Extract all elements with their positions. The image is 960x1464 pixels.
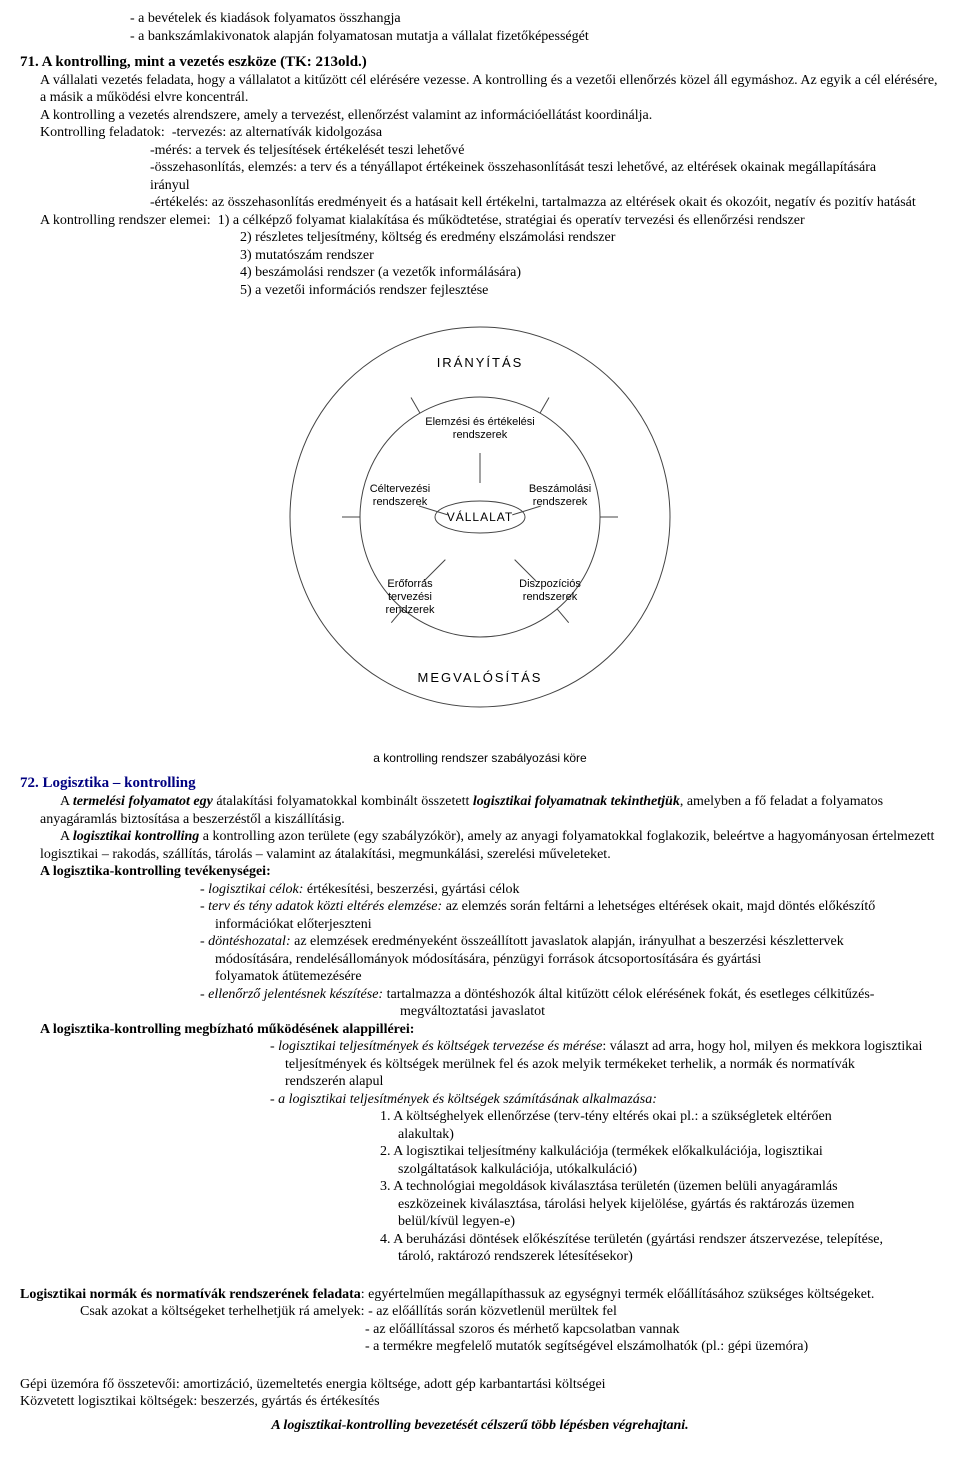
tev3b: az elemzések eredményeként összeállított… <box>291 934 844 949</box>
norm-sub-row: Csak azokat a költségeket terhelhetjük r… <box>20 1303 940 1321</box>
num1a: 1. A költséghelyek ellenőrzése (terv-tén… <box>20 1108 940 1126</box>
kf3b: irányul <box>20 177 940 195</box>
diagram-caption: a kontrolling rendszer szabályozási köre <box>230 751 730 766</box>
sec72-p2-line1: A logisztikai kontrolling a kontrolling … <box>20 828 940 846</box>
svg-text:rendzerek: rendzerek <box>386 604 435 616</box>
p1c: átalakítási folyamatokkal kombinált össz… <box>213 794 473 809</box>
re3: 3) mutatószám rendszer <box>20 247 940 265</box>
tev2-line1: - terv és tény adatok közti eltérés elem… <box>20 898 940 916</box>
alap-label-text: A logisztika-kontrolling megbízható műkö… <box>40 1022 414 1037</box>
svg-text:Diszpozíciós: Diszpozíciós <box>519 578 581 590</box>
p2b: logisztikai kontrolling <box>73 829 199 844</box>
tev4-line1: - ellenőrző jelentésnek készítése: tarta… <box>20 986 940 1004</box>
svg-text:Beszámolási: Beszámolási <box>529 483 591 495</box>
tev4-line2: megváltoztatási javaslatot <box>20 1003 940 1021</box>
alap1b: : választ ad arra, hogy hol, milyen és m… <box>602 1039 922 1054</box>
p1a: A <box>60 794 73 809</box>
p1d: logisztikai folyamatnak tekinthetjük <box>473 794 680 809</box>
controlling-diagram: VÁLLALAT IRÁNYÍTÁS MEGVALÓSÍTÁS Elemzési és… <box>230 307 730 766</box>
re1: 1) a célképző folyamat kialakítása és mű… <box>218 213 805 228</box>
tev3-line3: folyamatok átütemezésére <box>20 968 940 986</box>
re-row1: A kontrolling rendszer elemei: 1) a célk… <box>20 212 940 230</box>
sec72-p1-line1: A termelési folyamatot egy átalakítási f… <box>20 793 940 811</box>
tev4a: - ellenőrző jelentésnek készítése: <box>200 987 383 1002</box>
re2: 2) részletes teljesítmény, költség és er… <box>20 229 940 247</box>
kf-row1: Kontrolling feladatok: -tervezés: az alt… <box>20 124 940 142</box>
tev-label: A logisztika-kontrolling tevékenységei: <box>20 863 940 881</box>
tev2-line2: információkat előterjeszteni <box>20 916 940 934</box>
p2c: a kontrolling azon területe (egy szabály… <box>199 829 934 844</box>
svg-text:tervezési: tervezési <box>388 591 432 603</box>
svg-text:IRÁNYÍTÁS: IRÁNYÍTÁS <box>437 355 524 370</box>
norm-label: Logisztikai normák és normatívák rendsze… <box>20 1287 361 1302</box>
kf3a: -összehasonlítás, elemzés: a terv és a t… <box>20 159 940 177</box>
sec71-p1a: A vállalati vezetés feladata, hogy a vál… <box>20 72 940 90</box>
svg-text:VÁLLALAT: VÁLLALAT <box>447 509 513 524</box>
re4: 4) beszámolási rendszer (a vezetők infor… <box>20 264 940 282</box>
koz-line: Közvetett logisztikai költségek: beszerz… <box>20 1393 940 1411</box>
svg-text:rendszerek: rendszerek <box>523 591 578 603</box>
p1b: termelési folyamatot egy <box>73 794 213 809</box>
p2a: A <box>60 829 73 844</box>
closing-note: A logisztikai-kontrolling bevezetését cé… <box>20 1417 940 1435</box>
alap2: - a logisztikai teljesítmények és költsé… <box>20 1091 940 1109</box>
tev3-line2: módosítására, rendelésállományok módosít… <box>20 951 940 969</box>
kf1: -tervezés: az alternatívák kidolgozása <box>172 125 382 140</box>
tev1a: - logisztikai célok: <box>200 882 303 897</box>
alap-label: A logisztika-kontrolling megbízható műkö… <box>20 1021 940 1039</box>
num4b: tároló, raktározó rendszerek létesítések… <box>20 1248 940 1266</box>
svg-text:Céltervezési: Céltervezési <box>370 483 431 495</box>
intro-line-1: - a bevételek és kiadások folyamatos öss… <box>20 10 940 28</box>
svg-text:rendszerek: rendszerek <box>453 429 508 441</box>
tev3-line1: - döntéshozatal: az elemzések eredmények… <box>20 933 940 951</box>
tev1: - logisztikai célok: értékesítési, besze… <box>20 881 940 899</box>
tev2b: az elemzés során feltárni a lehetséges e… <box>442 899 875 914</box>
num3b: eszközeinek kiválasztása, tárolási helye… <box>20 1196 940 1214</box>
gep-line: Gépi üzemóra fő összetevői: amortizáció,… <box>20 1376 940 1394</box>
kf2: -mérés: a tervek és teljesítések értékel… <box>20 142 940 160</box>
ns1: - az előállítás során közvetlenül merült… <box>368 1304 617 1319</box>
norm-tail: : egyértelműen megállapíthassuk az egysé… <box>361 1287 875 1302</box>
kf-label: Kontrolling feladatok: <box>40 125 165 140</box>
svg-text:Elemzési és értékelési: Elemzési és értékelési <box>425 416 534 428</box>
alap1a: - logisztikai teljesítmények és költsége… <box>270 1039 602 1054</box>
sec71-p1b: a másik a működési elvre koncentrál. <box>20 89 940 107</box>
heading-72: 72. Logisztika – kontrolling <box>20 774 940 793</box>
kf4: -értékelés: az összehasonlítás eredménye… <box>20 194 940 212</box>
sec71-p2: A kontrolling a vezetés alrendszere, ame… <box>20 107 940 125</box>
ns3: - a termékre megfelelő mutatók segítségé… <box>20 1338 940 1356</box>
num2a: 2. A logisztikai teljesítmény kalkuláció… <box>20 1143 940 1161</box>
norm-line: Logisztikai normák és normatívák rendsze… <box>20 1286 940 1304</box>
ns2: - az előállítással szoros és mérhető kap… <box>20 1321 940 1339</box>
sec72-p1-line2: anyagáramlás biztosítása a beszerzéstől … <box>20 811 940 829</box>
re-label: A kontrolling rendszer elemei: <box>40 213 211 228</box>
alap1-line2: teljesítmények és költségek merülnek fel… <box>20 1056 940 1074</box>
num3c: belül/kívül legyen-e) <box>20 1213 940 1231</box>
p1e: , amelyben a fő feladat a folyamatos <box>680 794 883 809</box>
alap1-line1: - logisztikai teljesítmények és költsége… <box>20 1038 940 1056</box>
heading-71: 71. A kontrolling, mint a vezetés eszköz… <box>20 53 940 72</box>
alap1-line3: rendszerén alapul <box>20 1073 940 1091</box>
svg-text:rendszerek: rendszerek <box>533 496 588 508</box>
tev4b: tartalmazza a döntéshozók által kitűzött… <box>383 987 874 1002</box>
sec72-p2-line2: logisztikai – rakodás, szállítás, tárolá… <box>20 846 940 864</box>
num2b: szolgáltatások kalkulációja, utókalkulác… <box>20 1161 940 1179</box>
intro-line-2: - a bankszámlakivonatok alapján folyamat… <box>20 28 940 46</box>
tev1b: értékesítési, beszerzési, gyártási célok <box>303 882 519 897</box>
norm-sub: Csak azokat a költségeket terhelhetjük r… <box>80 1304 365 1319</box>
diagram-svg: VÁLLALAT IRÁNYÍTÁS MEGVALÓSÍTÁS Elemzési és… <box>250 307 710 747</box>
re5: 5) a vezetői információs rendszer fejles… <box>20 282 940 300</box>
num3a: 3. A technológiai megoldások kiválasztás… <box>20 1178 940 1196</box>
svg-text:MEGVALÓSÍTÁS: MEGVALÓSÍTÁS <box>418 670 543 685</box>
tev3a: - döntéshozatal: <box>200 934 291 949</box>
tev2a: - terv és tény adatok közti eltérés elem… <box>200 899 442 914</box>
num1b: alakultak) <box>20 1126 940 1144</box>
svg-text:Erőforrás: Erőforrás <box>387 578 433 590</box>
num4a: 4. A beruházási döntések előkészítése te… <box>20 1231 940 1249</box>
